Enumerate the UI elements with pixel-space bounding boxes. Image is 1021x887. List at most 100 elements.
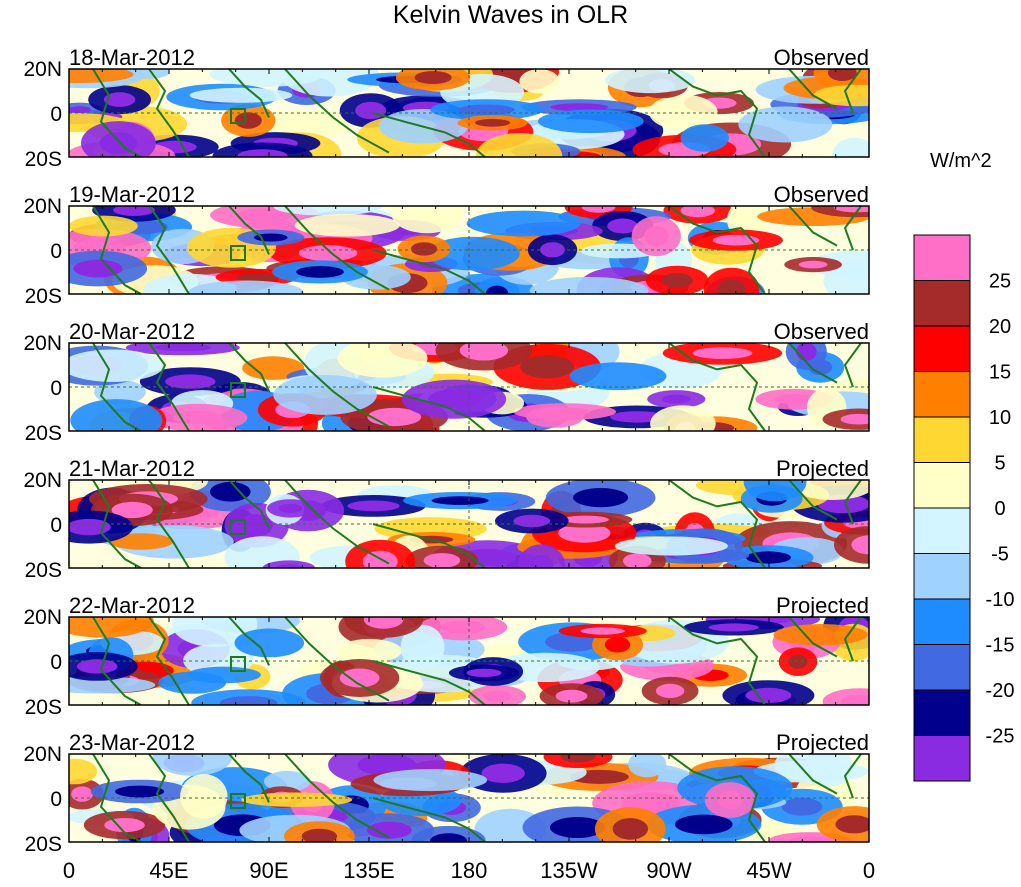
colorbar-swatch: [913, 371, 971, 418]
anomaly-core: [362, 550, 398, 568]
anomaly-blob: [391, 206, 463, 234]
coastline: [148, 206, 190, 294]
panel-status: Observed: [774, 182, 869, 207]
anomaly-core: [458, 104, 515, 115]
anomaly-blob: [773, 624, 868, 646]
y-tick-label: 20S: [25, 559, 62, 582]
anomaly-core: [580, 627, 625, 635]
anomaly-blob: [336, 638, 402, 663]
coastline: [668, 343, 766, 431]
anomaly-blob: [774, 754, 840, 782]
anomaly-blob: [186, 666, 261, 684]
anomaly-core: [573, 488, 629, 508]
anomaly-core: [165, 374, 216, 389]
anomaly-core: [71, 786, 93, 802]
anomaly-blob: [70, 399, 163, 431]
colorbar-units: W/m^2: [930, 150, 992, 172]
y-tick-label: 0: [50, 377, 62, 400]
anomaly-core: [661, 394, 691, 404]
region-box: [230, 793, 246, 809]
anomaly-core: [219, 696, 278, 705]
colorbar-label: 25: [989, 271, 1011, 293]
anomaly-core: [558, 523, 611, 543]
coastline: [788, 343, 838, 384]
anomaly-core: [115, 785, 165, 798]
anomaly-core: [562, 515, 609, 524]
anomaly-blob: [831, 137, 869, 157]
panel-status: Projected: [776, 456, 869, 481]
anomaly-blob: [69, 676, 156, 694]
panel-date: 20-Mar-2012: [69, 319, 195, 344]
anomaly-core: [363, 617, 404, 629]
coastline: [148, 343, 190, 431]
coastline: [843, 343, 862, 388]
colorbar-label: 0: [994, 498, 1005, 520]
coastline: [788, 754, 838, 795]
anomaly-blob: [466, 210, 581, 237]
y-tick-label: 0: [50, 788, 62, 811]
coastline: [843, 754, 862, 799]
anomaly-blob: [224, 536, 300, 568]
anomaly-core: [339, 668, 380, 688]
anomaly-core: [76, 659, 118, 674]
anomaly-blob: [529, 276, 649, 294]
anomaly-core: [278, 503, 303, 513]
anomaly-core: [540, 411, 569, 423]
anomaly-core: [692, 347, 753, 359]
coastline: [372, 797, 486, 842]
anomaly-core: [789, 836, 832, 842]
x-tick-label: 90W: [646, 858, 691, 883]
anomaly-core: [781, 797, 823, 816]
anomaly-core: [298, 245, 358, 262]
anomaly-blob: [813, 84, 869, 107]
anomaly-core: [851, 535, 869, 555]
anomaly-core: [798, 260, 828, 269]
anomaly-core: [623, 553, 652, 568]
x-tick-label: 45E: [149, 858, 188, 883]
anomaly-core: [610, 411, 665, 423]
anomaly-blob: [743, 480, 807, 502]
anomaly-core: [581, 206, 616, 213]
colorbar-label: 10: [989, 407, 1011, 429]
coastline: [228, 343, 270, 392]
anomaly-blob: [337, 343, 428, 378]
olr-anomaly-field: [69, 206, 869, 294]
coastline: [92, 754, 142, 842]
y-tick-label: 20N: [23, 743, 62, 766]
coastline: [284, 206, 390, 291]
x-tick-label: 135E: [343, 858, 394, 883]
anomaly-blob: [519, 69, 560, 94]
y-tick-label: 20S: [25, 285, 62, 308]
coastline: [788, 617, 838, 658]
coastline: [788, 480, 838, 521]
anomaly-core: [796, 343, 817, 361]
colorbar-swatch: [913, 325, 971, 372]
anomaly-core: [708, 623, 759, 632]
coastline: [843, 480, 862, 525]
anomaly-core: [612, 818, 648, 840]
coastline: [228, 754, 270, 803]
anomaly-blob: [426, 236, 520, 271]
coastline: [92, 206, 142, 294]
anomaly-blob: [738, 106, 833, 143]
anomaly-blob: [537, 109, 644, 134]
anomaly-core: [474, 118, 511, 127]
anomaly-core: [301, 828, 338, 842]
anomaly-core: [745, 687, 792, 704]
anomaly-core: [555, 689, 588, 703]
region-box: [230, 519, 246, 535]
colorbar-swatch: [913, 234, 971, 281]
anomaly-blob: [650, 405, 716, 431]
coastline: [228, 480, 270, 529]
anomaly-core: [788, 654, 808, 669]
anomaly-blob: [234, 628, 305, 658]
colorbar-swatch: [913, 735, 971, 782]
colorbar-label: 15: [989, 362, 1011, 384]
anomaly-core: [355, 101, 387, 120]
anomaly-core: [357, 754, 417, 776]
coastline: [284, 617, 390, 702]
anomaly-blob: [294, 214, 400, 237]
anomaly-core: [173, 410, 223, 425]
anomaly-core: [481, 763, 525, 783]
